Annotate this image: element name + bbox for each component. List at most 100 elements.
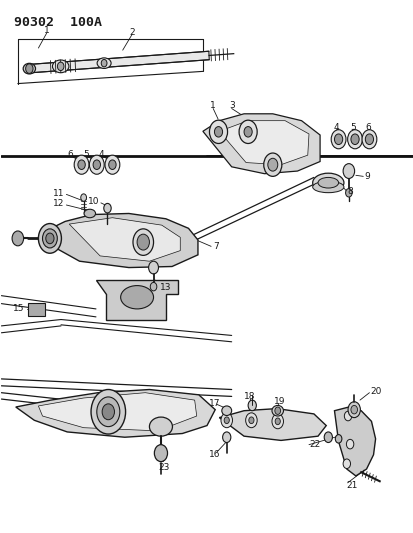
Text: 6: 6	[67, 150, 73, 159]
Circle shape	[238, 120, 256, 143]
Circle shape	[109, 160, 116, 169]
Text: 5: 5	[349, 123, 355, 132]
Polygon shape	[38, 393, 196, 431]
Circle shape	[38, 223, 61, 253]
Text: 16: 16	[208, 450, 220, 459]
Circle shape	[154, 445, 167, 462]
Circle shape	[26, 64, 33, 74]
Circle shape	[209, 120, 227, 143]
Circle shape	[347, 402, 359, 418]
Text: 18: 18	[244, 392, 255, 401]
Ellipse shape	[271, 406, 283, 416]
Circle shape	[74, 155, 89, 174]
Circle shape	[335, 434, 341, 443]
Circle shape	[248, 417, 254, 424]
Text: 15: 15	[13, 304, 24, 313]
Ellipse shape	[97, 58, 111, 68]
Circle shape	[243, 126, 252, 137]
Text: 23: 23	[158, 463, 169, 472]
Circle shape	[81, 194, 86, 201]
Circle shape	[271, 414, 283, 429]
Circle shape	[105, 155, 119, 174]
Circle shape	[344, 411, 351, 421]
Circle shape	[350, 134, 358, 144]
Circle shape	[223, 417, 229, 424]
Text: 5: 5	[83, 150, 89, 159]
Polygon shape	[47, 214, 197, 268]
Polygon shape	[334, 407, 375, 476]
Ellipse shape	[120, 286, 153, 309]
Circle shape	[347, 130, 361, 149]
Text: 21: 21	[346, 481, 357, 490]
Circle shape	[245, 413, 256, 427]
Text: 22: 22	[309, 440, 320, 449]
Text: 9: 9	[363, 172, 369, 181]
Circle shape	[12, 231, 24, 246]
Polygon shape	[28, 51, 209, 73]
Text: 13: 13	[159, 283, 171, 292]
Text: 4: 4	[333, 123, 339, 132]
Circle shape	[346, 439, 353, 449]
Circle shape	[267, 158, 277, 171]
Circle shape	[342, 459, 350, 469]
Circle shape	[91, 390, 125, 434]
Circle shape	[342, 164, 354, 179]
Ellipse shape	[317, 177, 338, 188]
Circle shape	[89, 155, 104, 174]
Ellipse shape	[84, 209, 95, 217]
Circle shape	[148, 261, 158, 274]
Polygon shape	[96, 280, 178, 319]
Circle shape	[275, 418, 280, 425]
Ellipse shape	[23, 63, 36, 74]
Circle shape	[57, 62, 64, 70]
Circle shape	[364, 134, 373, 144]
Text: 10: 10	[88, 197, 99, 206]
Circle shape	[214, 126, 222, 137]
Text: 17: 17	[208, 399, 220, 408]
Circle shape	[133, 229, 153, 255]
Ellipse shape	[52, 60, 69, 72]
Polygon shape	[69, 217, 180, 261]
Circle shape	[78, 160, 85, 169]
Circle shape	[102, 404, 114, 419]
Circle shape	[150, 282, 157, 291]
Circle shape	[247, 400, 256, 411]
Circle shape	[350, 406, 357, 414]
Text: 3: 3	[229, 101, 235, 110]
Text: 90302  100A: 90302 100A	[14, 16, 102, 29]
Circle shape	[222, 432, 230, 442]
Text: 1: 1	[44, 26, 50, 35]
Ellipse shape	[149, 417, 172, 436]
Circle shape	[345, 189, 351, 197]
Circle shape	[43, 229, 57, 248]
Ellipse shape	[221, 406, 231, 416]
Polygon shape	[219, 120, 308, 165]
Text: 19: 19	[274, 397, 285, 406]
Polygon shape	[219, 409, 325, 440]
Polygon shape	[202, 114, 319, 174]
Bar	[28, 303, 45, 316]
Circle shape	[274, 407, 280, 415]
Circle shape	[330, 130, 345, 149]
Text: 1: 1	[210, 101, 216, 110]
Circle shape	[221, 413, 232, 427]
Ellipse shape	[312, 173, 343, 192]
Text: 2: 2	[129, 28, 135, 37]
Text: 11: 11	[53, 189, 64, 198]
Text: 20: 20	[369, 387, 381, 396]
Text: 12: 12	[53, 199, 64, 208]
Text: 7: 7	[212, 242, 218, 251]
Text: 6: 6	[365, 123, 370, 132]
Circle shape	[97, 397, 119, 426]
Circle shape	[361, 130, 376, 149]
Circle shape	[137, 234, 149, 250]
Circle shape	[323, 432, 332, 442]
Circle shape	[46, 233, 54, 244]
Circle shape	[334, 134, 342, 144]
Circle shape	[93, 160, 100, 169]
Circle shape	[101, 60, 107, 67]
Circle shape	[104, 204, 111, 213]
Text: 8: 8	[347, 187, 353, 196]
Polygon shape	[16, 390, 215, 437]
Ellipse shape	[312, 181, 343, 193]
